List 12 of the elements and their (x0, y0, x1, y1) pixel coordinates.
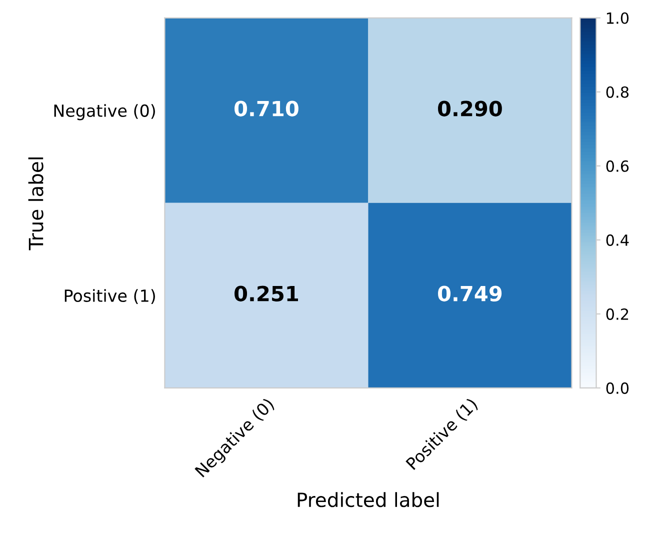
color-bar-label: 0.6 (606, 160, 629, 172)
data-label: 0.251 (234, 286, 298, 302)
x-axis-title: Predicted label (298, 492, 439, 508)
data-label: 0.710 (234, 100, 298, 116)
color-bar-label: 0.8 (606, 86, 629, 98)
data-label: 0.290 (438, 100, 502, 116)
color-bar-label: 0.2 (606, 308, 628, 320)
color-bar-label: 1.0 (606, 12, 629, 24)
y-axis-title: True label (28, 157, 44, 250)
data-label: 0.749 (438, 286, 502, 302)
color-bar-label: 0.4 (606, 234, 629, 246)
color-bar-label: 0.0 (606, 382, 629, 394)
